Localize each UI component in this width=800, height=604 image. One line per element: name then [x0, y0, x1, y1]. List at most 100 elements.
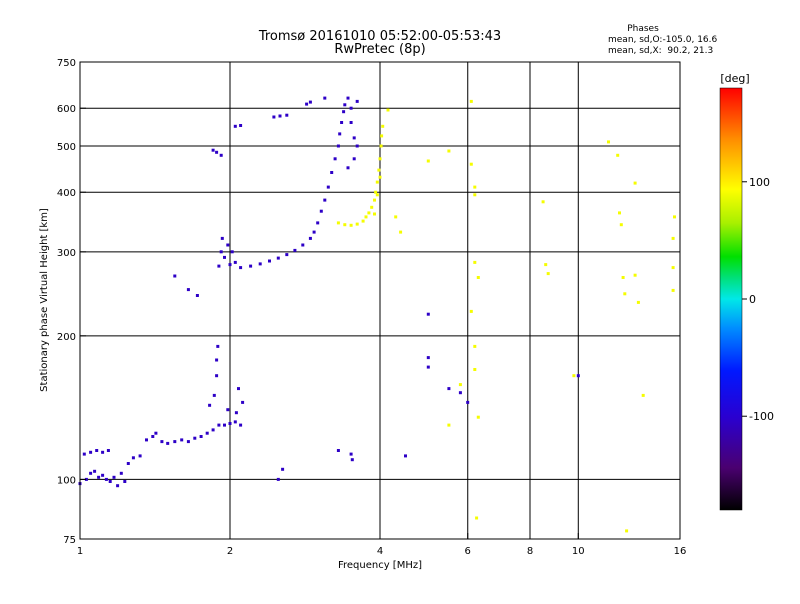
grid-lines	[80, 62, 680, 539]
data-point-o-mode	[116, 484, 120, 488]
data-point-o-mode	[349, 106, 353, 110]
data-point-o-mode	[272, 115, 276, 119]
data-point-o-mode	[223, 423, 226, 427]
y-tick-label: 750	[57, 58, 76, 69]
data-point-o-mode	[340, 121, 344, 124]
data-point-x-mode	[473, 260, 477, 264]
data-point-o-mode	[108, 480, 112, 483]
data-point-o-mode	[101, 450, 105, 454]
data-point-x-mode	[373, 212, 376, 216]
data-point-o-mode	[126, 462, 130, 465]
data-point-o-mode	[336, 144, 340, 148]
data-point-x-mode	[625, 529, 629, 533]
data-point-o-mode	[228, 263, 232, 267]
data-point-x-mode	[636, 300, 640, 304]
data-point-o-mode	[350, 458, 354, 462]
data-point-x-mode	[458, 383, 462, 387]
data-point-o-mode	[285, 113, 289, 117]
data-point-o-mode	[215, 150, 219, 154]
data-point-o-mode	[276, 477, 280, 481]
data-point-o-mode	[258, 262, 262, 266]
y-axis-label: Stationary phase Virtual Height [km]	[39, 208, 50, 392]
data-point-x-mode	[473, 344, 477, 348]
data-point-o-mode	[330, 171, 334, 174]
data-point-o-mode	[205, 431, 209, 435]
data-point-o-mode	[104, 477, 108, 481]
data-point-o-mode	[276, 256, 280, 260]
data-point-o-mode	[233, 420, 237, 424]
data-point-o-mode	[223, 255, 226, 259]
data-point-o-mode	[215, 374, 219, 378]
colorbar-tick-label: -100	[749, 410, 774, 423]
data-point-x-mode	[623, 292, 627, 296]
colorbar-tick-label: 0	[749, 293, 756, 306]
data-point-o-mode	[95, 449, 99, 452]
data-point-x-mode	[349, 223, 353, 227]
data-point-x-mode	[375, 180, 379, 184]
data-point-o-mode	[268, 259, 271, 263]
data-point-x-mode	[370, 205, 374, 209]
data-point-x-mode	[343, 223, 347, 227]
data-point-o-mode	[404, 454, 407, 458]
phases-o-stats: mean, sd,O:-105.0, 16.6	[608, 35, 718, 45]
data-point-x-mode	[447, 423, 451, 427]
data-point-x-mode	[469, 162, 473, 166]
data-point-o-mode	[326, 185, 330, 189]
data-point-o-mode	[349, 121, 353, 124]
data-point-o-mode	[323, 96, 327, 100]
data-point-o-mode	[93, 469, 97, 473]
phases-x-stats: mean, sd,X: 90.2, 21.3	[608, 46, 713, 56]
data-point-x-mode	[380, 134, 384, 138]
data-point-o-mode	[285, 253, 289, 257]
data-point-o-mode	[138, 454, 142, 458]
x-tick-label: 2	[227, 546, 233, 557]
data-point-o-mode	[426, 356, 430, 360]
data-point-x-mode	[364, 215, 368, 219]
data-point-o-mode	[216, 344, 220, 348]
x-tick-label: 16	[674, 546, 687, 557]
data-point-x-mode	[572, 374, 576, 378]
data-points	[78, 96, 676, 533]
data-point-o-mode	[82, 452, 86, 456]
data-point-x-mode	[607, 140, 610, 144]
data-point-x-mode	[367, 211, 371, 215]
data-point-o-mode	[576, 374, 580, 378]
data-point-o-mode	[355, 144, 359, 148]
data-point-o-mode	[199, 435, 203, 438]
data-point-o-mode	[208, 403, 212, 407]
data-point-o-mode	[106, 449, 110, 452]
data-point-o-mode	[228, 422, 232, 425]
data-point-x-mode	[426, 159, 430, 163]
data-point-x-mode	[373, 198, 376, 202]
data-point-x-mode	[378, 157, 382, 161]
data-point-o-mode	[349, 452, 353, 456]
data-point-x-mode	[621, 276, 625, 279]
data-point-x-mode	[473, 193, 477, 197]
data-point-o-mode	[239, 266, 243, 270]
y-tick-label: 300	[57, 248, 76, 259]
data-point-x-mode	[633, 273, 637, 277]
data-point-o-mode	[180, 438, 184, 442]
data-point-x-mode	[447, 149, 451, 153]
data-point-o-mode	[352, 157, 356, 161]
data-point-o-mode	[112, 475, 116, 479]
colorbar-label: [deg]	[720, 72, 749, 85]
data-point-x-mode	[386, 108, 390, 112]
y-tick-label: 75	[63, 535, 76, 546]
data-point-o-mode	[230, 250, 234, 254]
data-point-o-mode	[281, 467, 285, 471]
data-point-x-mode	[546, 272, 550, 276]
data-point-o-mode	[241, 400, 245, 404]
data-point-x-mode	[476, 276, 480, 279]
x-tick-label: 10	[572, 546, 585, 557]
data-point-x-mode	[375, 193, 379, 197]
data-point-o-mode	[233, 124, 237, 128]
data-point-o-mode	[151, 435, 155, 438]
data-point-o-mode	[278, 114, 282, 118]
data-point-x-mode	[469, 309, 473, 313]
x-axis-label: Frequency [MHz]	[338, 560, 422, 571]
data-point-x-mode	[671, 236, 675, 240]
x-axis-ticks: 1 2 4 6 8 10 16	[77, 533, 687, 557]
data-point-o-mode	[173, 440, 177, 444]
